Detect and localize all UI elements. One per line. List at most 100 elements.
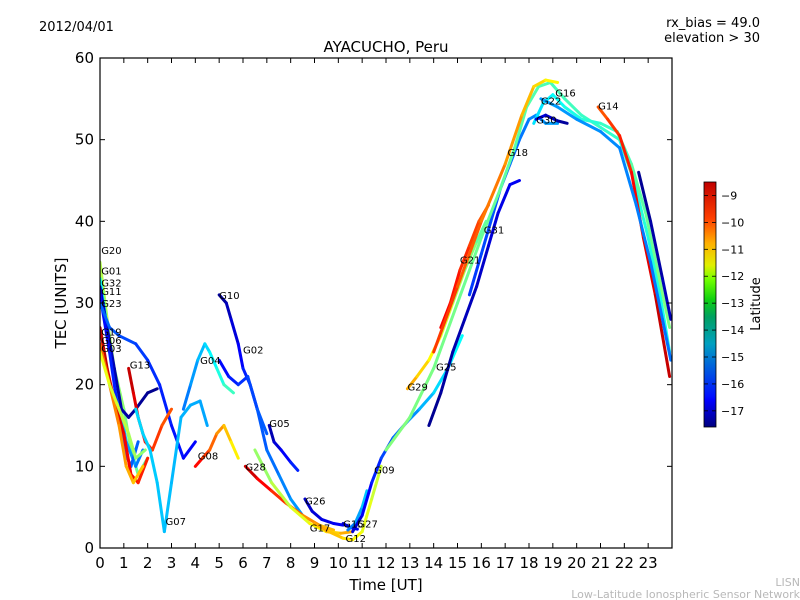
satellite-label: G14 bbox=[598, 101, 618, 112]
series-segment bbox=[131, 464, 145, 485]
series-G04 bbox=[181, 342, 235, 411]
date-label: 2012/04/01 bbox=[39, 20, 114, 35]
series-segment bbox=[158, 383, 173, 427]
series-segment bbox=[556, 105, 579, 121]
series-G07 bbox=[134, 399, 209, 534]
series-segment bbox=[141, 432, 152, 452]
series-G16 bbox=[532, 93, 672, 329]
series-segment bbox=[181, 440, 197, 460]
satellite-label: G21 bbox=[460, 256, 480, 267]
series-segment bbox=[265, 448, 281, 476]
series-segment bbox=[134, 391, 150, 411]
x-axis-label: Time [UT] bbox=[348, 576, 422, 594]
series-segment bbox=[208, 432, 219, 452]
satellite-label: G06 bbox=[101, 336, 121, 347]
satellite-label: G27 bbox=[357, 520, 377, 531]
series-segment bbox=[599, 125, 622, 142]
series-segment bbox=[215, 424, 226, 436]
series-segment bbox=[313, 522, 331, 534]
series-segment bbox=[270, 481, 293, 509]
series-segment bbox=[537, 81, 552, 89]
series-segment bbox=[200, 448, 212, 460]
series-segment bbox=[127, 407, 138, 419]
x-tick-label: 6 bbox=[238, 554, 248, 572]
satellite-label: G04 bbox=[200, 356, 220, 367]
series-segment bbox=[127, 366, 135, 395]
series-segment bbox=[124, 440, 138, 468]
series-segment bbox=[279, 448, 293, 464]
series-segment bbox=[517, 117, 531, 142]
series-segment bbox=[255, 477, 274, 493]
series-segment bbox=[229, 440, 240, 460]
series-segment bbox=[370, 464, 383, 501]
series-segment bbox=[222, 424, 233, 444]
series-segment bbox=[134, 448, 147, 460]
series-segment bbox=[146, 387, 159, 395]
footer-network: Low-Latitude Ionospheric Sensor Network bbox=[571, 588, 800, 600]
series-segment bbox=[408, 366, 436, 419]
series-segment bbox=[479, 162, 507, 223]
satellite-label: G12 bbox=[345, 534, 365, 545]
series-segment bbox=[198, 399, 209, 427]
series-segment bbox=[458, 244, 471, 272]
series-G30 bbox=[534, 113, 569, 125]
series-segment bbox=[136, 456, 150, 485]
x-tick-label: 22 bbox=[615, 554, 634, 572]
series-segment bbox=[467, 252, 483, 297]
series-segment bbox=[108, 383, 121, 411]
series-segment bbox=[179, 403, 193, 419]
series-segment bbox=[100, 301, 112, 329]
satellite-label: G29 bbox=[407, 382, 427, 393]
colorbar-tick-label: −11 bbox=[721, 243, 744, 256]
satellite-label: G25 bbox=[436, 363, 456, 374]
y-tick-label: 20 bbox=[75, 376, 94, 394]
series-segment bbox=[160, 407, 173, 427]
colorbar-label: Latitude bbox=[749, 277, 764, 331]
colorbar-tick-label: −9 bbox=[721, 189, 737, 202]
series-segment bbox=[544, 78, 560, 84]
series-segment bbox=[503, 113, 524, 166]
series-segment bbox=[222, 383, 235, 395]
series-segment bbox=[253, 448, 274, 485]
series-segment bbox=[148, 448, 159, 485]
x-tick-label: 2 bbox=[143, 554, 153, 572]
series-segment bbox=[579, 117, 602, 125]
series-G14 bbox=[596, 105, 672, 378]
footer-acronym: LISN bbox=[775, 576, 800, 589]
elevation-label: elevation > 30 bbox=[664, 31, 760, 46]
satellite-label: G08 bbox=[198, 452, 218, 463]
series-segment bbox=[649, 219, 664, 280]
satellite-label: G01 bbox=[101, 266, 121, 277]
series-segment bbox=[146, 358, 162, 387]
colorbar-tick-label: −10 bbox=[721, 216, 744, 229]
series-segment bbox=[606, 117, 622, 138]
satellite-label: G05 bbox=[269, 419, 289, 430]
series-segment bbox=[246, 375, 259, 411]
series-segment bbox=[596, 105, 610, 121]
series-segment bbox=[236, 342, 245, 370]
satellite-label: G23 bbox=[101, 299, 121, 310]
series-segment bbox=[117, 424, 128, 468]
series-segment bbox=[189, 399, 202, 407]
series-G27 bbox=[346, 489, 369, 532]
series-segment bbox=[243, 464, 259, 481]
series-segment bbox=[332, 522, 345, 527]
colorbar-ticks: −9 −10 −11 −12 −13 −14 −15 −16 −17 bbox=[704, 189, 744, 418]
series-segment bbox=[417, 391, 436, 411]
satellite-label: G32 bbox=[101, 279, 121, 290]
series-G03 bbox=[100, 350, 147, 460]
series-segment bbox=[384, 415, 412, 452]
colorbar-tick-label: −14 bbox=[721, 324, 744, 337]
series-segment bbox=[277, 473, 293, 501]
series-segment bbox=[208, 350, 219, 370]
x-tick-label: 17 bbox=[496, 554, 515, 572]
series-segment bbox=[105, 326, 116, 370]
x-tick-label: 18 bbox=[519, 554, 538, 572]
series-segment bbox=[644, 211, 660, 272]
y-axis-label: TEC [UNITS] bbox=[52, 258, 70, 350]
series-segment bbox=[498, 146, 517, 191]
series-segment bbox=[520, 85, 536, 117]
series-segment bbox=[475, 219, 488, 244]
x-tick-label: 5 bbox=[214, 554, 224, 572]
series-segment bbox=[150, 424, 164, 452]
